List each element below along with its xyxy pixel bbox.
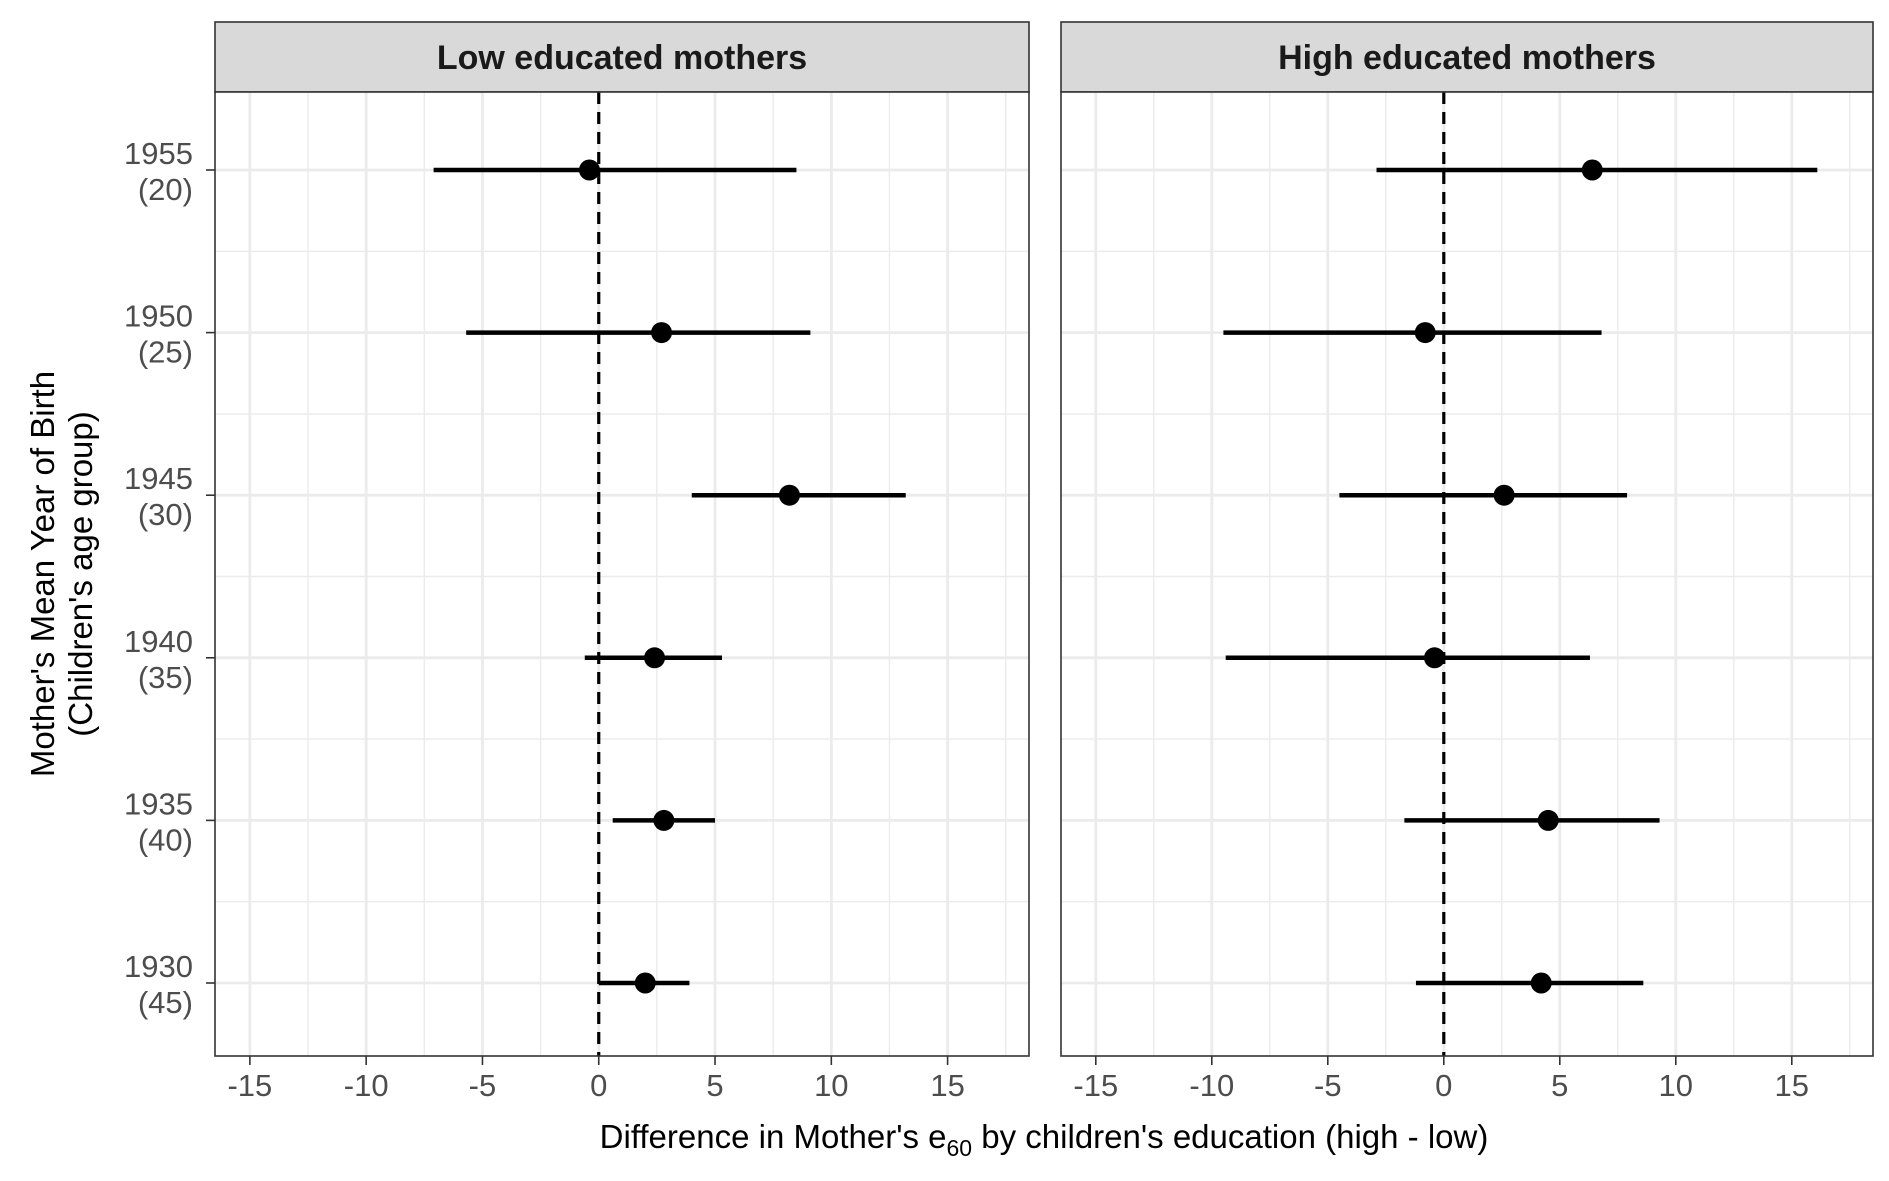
y-axis: 1955 (20) 1950 (25) 1945 (30) 1940 (35) 1935 (40)… [124, 136, 215, 1020]
y-tick-year: 1945 [124, 461, 193, 496]
y-tick-label: 1950 (25) [124, 299, 193, 370]
point-estimate [644, 647, 666, 669]
y-axis-title-line: Mother's Mean Year of Birth [24, 371, 61, 777]
panel-strip [1060, 21, 1874, 93]
y-tick-label: 1930 (45) [124, 949, 193, 1020]
panel-border [1060, 91, 1874, 1057]
y-tick-year: 1955 [124, 136, 193, 171]
point-estimate [578, 159, 600, 181]
x-axis-panel-1: -15 -10 -5 0 5 10 15 [227, 1056, 965, 1103]
plot-background [1061, 92, 1873, 1056]
point-estimate [651, 322, 673, 344]
panel-border [214, 91, 1030, 1057]
panel-1: Low educated mothers [214, 21, 1030, 1057]
y-axis-title-line: (Children's age group) [62, 411, 99, 736]
y-tick-label: 1940 (35) [124, 624, 193, 695]
x-tick-label: 0 [1435, 1068, 1452, 1103]
panels: Low educated mothers High educated mother… [214, 21, 1874, 1057]
x-tick-label: -10 [1189, 1068, 1234, 1103]
y-tick-age: (35) [138, 660, 193, 695]
x-axis-title-suffix: by children's education (high - low) [972, 1118, 1488, 1155]
y-tick-age: (30) [138, 497, 193, 532]
point-estimate [778, 484, 800, 506]
y-axis-title: Mother's Mean Year of Birth(Children's a… [24, 371, 99, 777]
panel-title: High educated mothers [1278, 39, 1656, 77]
y-tick-year: 1935 [124, 786, 193, 821]
x-axis-panel-2: -15 -10 -5 0 5 10 15 [1073, 1056, 1809, 1103]
point-estimate [1414, 322, 1436, 344]
x-tick-label: 10 [814, 1068, 848, 1103]
panel-2: High educated mothers [1060, 21, 1874, 1057]
x-tick-label: -15 [227, 1068, 272, 1103]
y-tick-age: (45) [138, 985, 193, 1020]
y-tick-year: 1930 [124, 949, 193, 984]
point-estimate [653, 809, 675, 831]
x-tick-label: 0 [590, 1068, 607, 1103]
x-tick-label: -5 [1314, 1068, 1342, 1103]
x-axis-title-subscript: 60 [947, 1135, 973, 1161]
x-tick-label: 15 [1775, 1068, 1809, 1103]
plot-background [215, 92, 1029, 1056]
point-estimate [1530, 972, 1552, 994]
panel-title: Low educated mothers [437, 39, 807, 77]
x-tick-label: -15 [1073, 1068, 1118, 1103]
point-estimate [1537, 809, 1559, 831]
point-estimate [1493, 484, 1515, 506]
y-tick-age: (25) [138, 335, 193, 370]
point-estimate [634, 972, 656, 994]
y-tick-year: 1950 [124, 299, 193, 334]
point-estimate [1424, 647, 1446, 669]
y-tick-age: (20) [138, 172, 193, 207]
x-tick-label: 5 [1551, 1068, 1568, 1103]
y-tick-label: 1955 (20) [124, 136, 193, 207]
y-tick-label: 1935 (40) [124, 786, 193, 857]
y-tick-age: (40) [138, 822, 193, 857]
x-tick-label: -10 [344, 1068, 389, 1103]
x-axes: -15 -10 -5 0 5 10 15 -15 -10 -5 0 5 10 15 [227, 1056, 1809, 1103]
x-axis-title: Difference in Mother's e60 by children's… [600, 1118, 1489, 1161]
x-axis-title-prefix: Difference in Mother's e [600, 1118, 947, 1155]
y-tick-year: 1940 [124, 624, 193, 659]
y-tick-label: 1945 (30) [124, 461, 193, 532]
x-tick-label: -5 [469, 1068, 497, 1103]
point-estimate [1581, 159, 1603, 181]
x-tick-label: 5 [706, 1068, 723, 1103]
panel-strip [214, 21, 1030, 93]
x-tick-label: 15 [930, 1068, 964, 1103]
x-tick-label: 10 [1659, 1068, 1693, 1103]
